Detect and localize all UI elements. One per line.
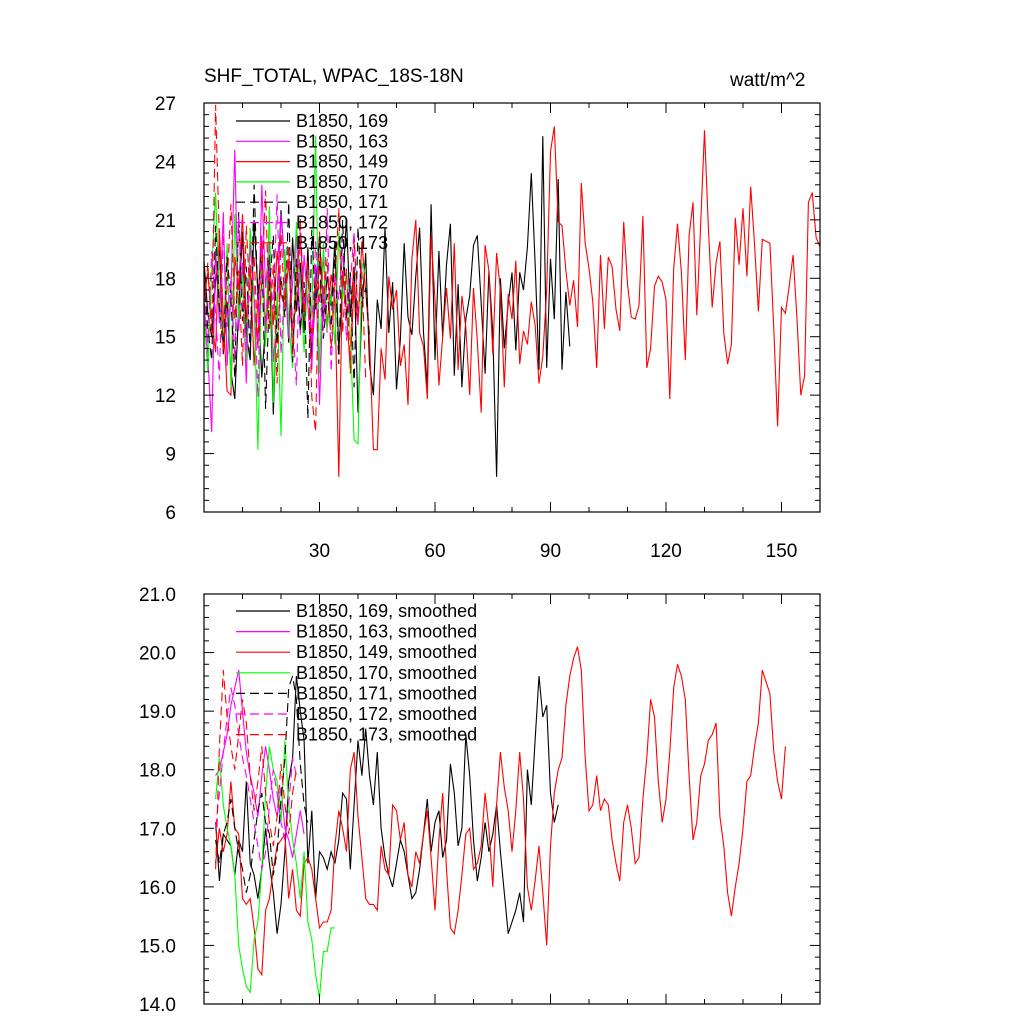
series-group [204, 104, 820, 477]
x-tick-label: 120 [650, 541, 682, 562]
y-tick-label: 15 [155, 328, 176, 349]
series-line-1 [215, 669, 305, 858]
legend-label: B1850, 170, smoothed [296, 663, 477, 683]
x-tick-label: 150 [766, 541, 798, 562]
legend-label: B1850, 149, smoothed [296, 642, 477, 662]
y-tick-label: 14.0 [139, 995, 176, 1016]
series-line-0 [215, 675, 559, 934]
y-tick-label: 19.0 [139, 702, 176, 723]
x-tick-label: 90 [540, 541, 561, 562]
legend-label: B1850, 172 [296, 213, 388, 233]
y-tick-label: 21.0 [139, 585, 176, 606]
y-tick-label: 20.0 [139, 644, 176, 665]
chart-title: SHF_TOTAL, WPAC_18S-18N [204, 66, 464, 87]
x-tick-label: 60 [424, 541, 445, 562]
series-group [215, 646, 786, 999]
y-tick-label: 24 [155, 152, 177, 173]
series-line-5 [204, 194, 363, 398]
legend-label: B1850, 173, smoothed [296, 725, 477, 745]
series-line-2 [204, 126, 820, 477]
y-tick-label: 9 [165, 445, 176, 466]
y-tick-label: 12 [155, 386, 176, 407]
legend-label: B1850, 171, smoothed [296, 683, 477, 703]
series-line-6 [204, 104, 367, 433]
series-line-6 [215, 670, 297, 870]
legend-label: B1850, 169, smoothed [296, 601, 477, 621]
legend-label: B1850, 149 [296, 152, 388, 172]
y-tick-label: 6 [165, 503, 176, 524]
x-tick-label: 30 [309, 541, 330, 562]
y-tick-label: 15.0 [139, 936, 176, 957]
y-tick-label: 21 [155, 211, 176, 232]
y-tick-label: 27 [155, 94, 176, 115]
legend-label: B1850, 163 [296, 131, 388, 151]
units-label: watt/m^2 [730, 70, 806, 91]
panel-bottom: 14.0 15.0 16.0 17.0 18.0 19.0 20.0 21.0 B1850, 1… [139, 585, 821, 1016]
legend-label: B1850, 171 [296, 192, 388, 212]
y-tick-label: 17.0 [139, 819, 176, 840]
y-tick-label: 18 [155, 269, 176, 290]
legend-label: B1850, 170 [296, 172, 388, 192]
series-line-3 [204, 136, 367, 450]
series-line-3 [215, 740, 335, 999]
legend-label: B1850, 169 [296, 111, 388, 131]
y-tick-label: 16.0 [139, 878, 176, 899]
legend-label: B1850, 173 [296, 233, 388, 253]
series-line-4 [215, 675, 309, 893]
y-tick-label: 18.0 [139, 761, 176, 782]
legend-label: B1850, 163, smoothed [296, 622, 477, 642]
series-line-5 [215, 687, 297, 870]
series-line-2 [215, 646, 786, 977]
legend-label: B1850, 172, smoothed [296, 704, 477, 724]
